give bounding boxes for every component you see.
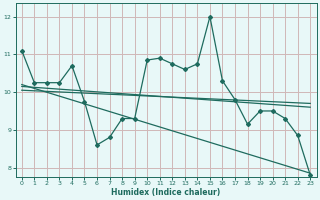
X-axis label: Humidex (Indice chaleur): Humidex (Indice chaleur)	[111, 188, 221, 197]
